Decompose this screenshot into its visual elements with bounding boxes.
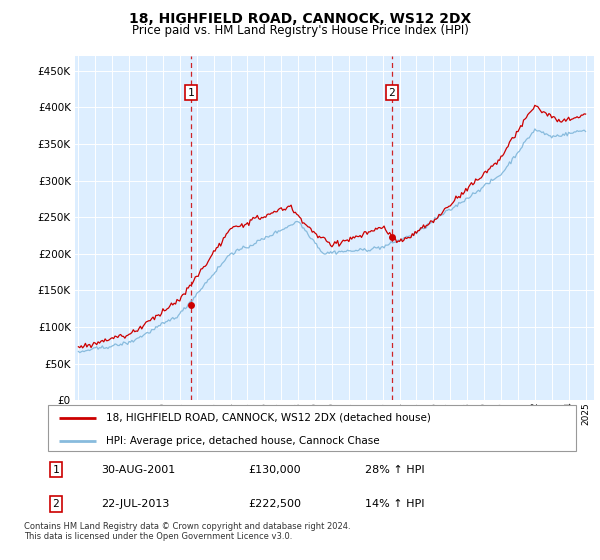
FancyBboxPatch shape	[48, 405, 576, 451]
Text: Contains HM Land Registry data © Crown copyright and database right 2024.
This d: Contains HM Land Registry data © Crown c…	[24, 522, 350, 542]
Text: 30-AUG-2001: 30-AUG-2001	[101, 465, 175, 475]
Text: 18, HIGHFIELD ROAD, CANNOCK, WS12 2DX: 18, HIGHFIELD ROAD, CANNOCK, WS12 2DX	[129, 12, 471, 26]
Text: 28% ↑ HPI: 28% ↑ HPI	[365, 465, 424, 475]
Text: 2: 2	[53, 499, 59, 509]
Text: Price paid vs. HM Land Registry's House Price Index (HPI): Price paid vs. HM Land Registry's House …	[131, 24, 469, 36]
Text: 1: 1	[53, 465, 59, 475]
Text: £222,500: £222,500	[248, 499, 302, 509]
Text: 22-JUL-2013: 22-JUL-2013	[101, 499, 169, 509]
Text: 1: 1	[188, 87, 194, 97]
Text: 18, HIGHFIELD ROAD, CANNOCK, WS12 2DX (detached house): 18, HIGHFIELD ROAD, CANNOCK, WS12 2DX (d…	[106, 413, 431, 423]
Text: £130,000: £130,000	[248, 465, 301, 475]
Text: 14% ↑ HPI: 14% ↑ HPI	[365, 499, 424, 509]
Text: HPI: Average price, detached house, Cannock Chase: HPI: Average price, detached house, Cann…	[106, 436, 380, 446]
Text: 2: 2	[389, 87, 395, 97]
